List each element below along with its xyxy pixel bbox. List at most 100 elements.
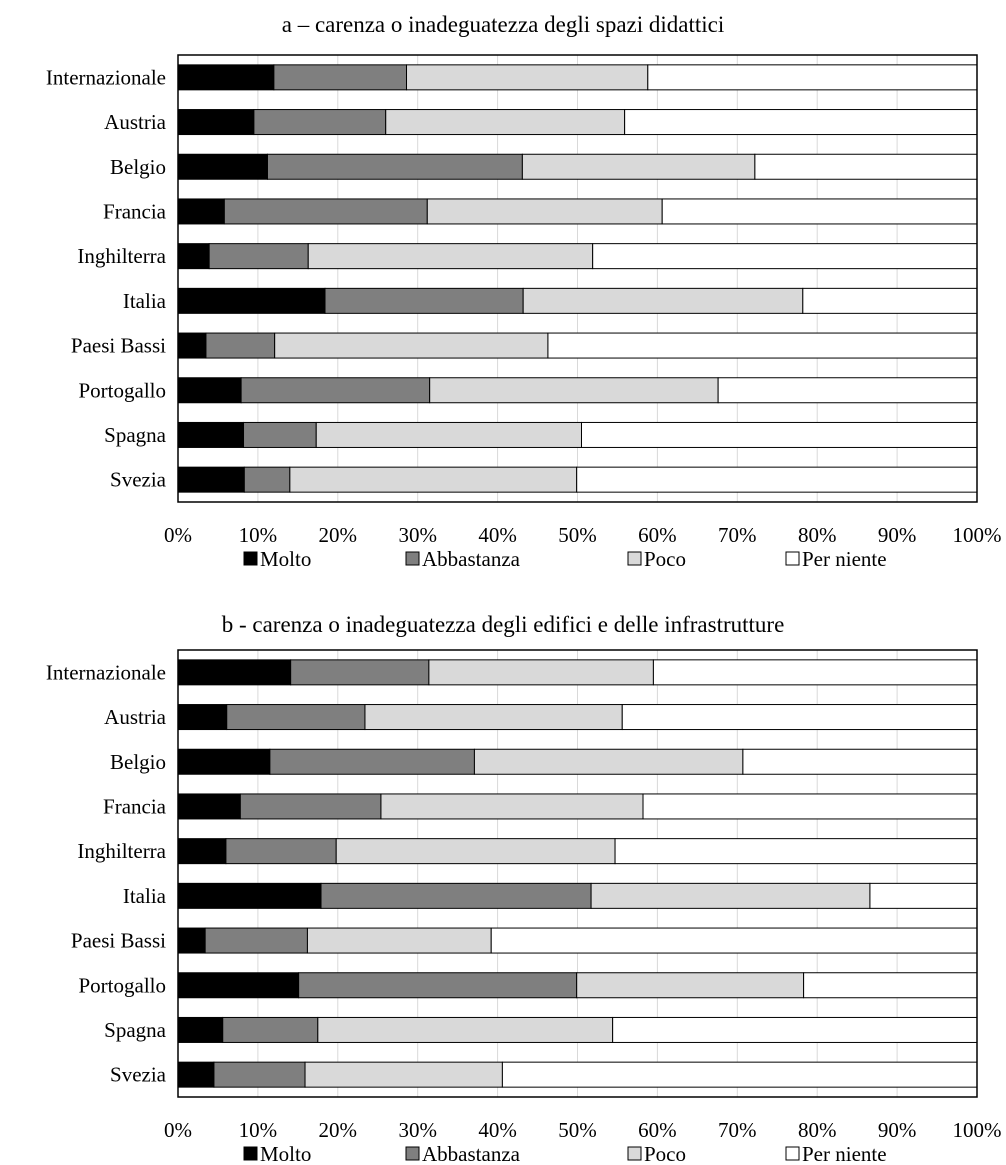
chart-title: a – carenza o inadeguatezza degli spazi … xyxy=(281,12,725,37)
category-label: Portogallo xyxy=(79,973,167,997)
bar-segment-abbastanza xyxy=(290,659,430,686)
bar-segment-per-niente xyxy=(869,882,978,909)
bar-segment-per-niente xyxy=(621,704,978,731)
bar-segment-abbastanza xyxy=(213,1061,306,1088)
x-tick-label: 100% xyxy=(953,1118,1002,1142)
category-label: Inghilterra xyxy=(77,839,166,863)
bar-segment-poco xyxy=(304,1061,503,1088)
plot-border xyxy=(177,649,978,1098)
bar-segment-poco xyxy=(522,287,804,314)
bar-segment-molto xyxy=(177,1061,215,1088)
bar-segment-abbastanza xyxy=(239,793,382,820)
x-tick-label: 80% xyxy=(798,523,837,547)
bar-segment-molto xyxy=(177,659,292,686)
bar-segment-molto xyxy=(177,64,275,91)
bar-segment-molto xyxy=(177,287,326,314)
bar-segment-molto xyxy=(177,332,207,359)
legend-swatch xyxy=(405,1146,420,1161)
bar-segment-poco xyxy=(315,421,582,448)
bar-segment-abbastanza xyxy=(205,332,276,359)
bar-segment-abbastanza xyxy=(320,882,592,909)
bar-segment-per-niente xyxy=(661,198,978,225)
x-tick-label: 80% xyxy=(798,1118,837,1142)
chart-panel-b: b - carenza o inadeguatezza degli edific… xyxy=(0,600,1006,1165)
bar-segment-abbastanza xyxy=(226,704,366,731)
bar-segment-per-niente xyxy=(652,659,978,686)
bar-segment-molto xyxy=(177,927,206,954)
bar-segment-molto xyxy=(177,1016,224,1043)
legend-label: Poco xyxy=(644,1142,686,1165)
bar-segment-abbastanza xyxy=(273,64,408,91)
x-tick-label: 40% xyxy=(478,1118,517,1142)
bar-segment-per-niente xyxy=(742,748,978,775)
legend-swatch xyxy=(785,551,800,566)
bar-segment-per-niente xyxy=(576,466,978,493)
bar-segment-abbastanza xyxy=(223,198,428,225)
category-label: Spagna xyxy=(104,423,167,447)
x-tick-label: 0% xyxy=(164,1118,192,1142)
bar-segment-molto xyxy=(177,748,271,775)
plot-border xyxy=(177,54,978,503)
bar-segment-abbastanza xyxy=(298,972,578,999)
x-tick-label: 70% xyxy=(718,523,757,547)
bar-segment-poco xyxy=(335,838,616,865)
legend-swatch xyxy=(627,551,642,566)
category-label: Inghilterra xyxy=(77,244,166,268)
x-tick-label: 100% xyxy=(953,523,1002,547)
category-label: Austria xyxy=(104,110,167,134)
bar-segment-per-niente xyxy=(501,1061,978,1088)
x-tick-label: 20% xyxy=(319,1118,358,1142)
category-label: Portogallo xyxy=(79,378,167,402)
bar-segment-abbastanza xyxy=(240,377,431,404)
legend-label: Per niente xyxy=(802,547,887,571)
bar-segment-molto xyxy=(177,704,228,731)
legend-label: Molto xyxy=(260,1142,311,1165)
bar-segment-molto xyxy=(177,793,241,820)
bar-segment-poco xyxy=(317,1016,614,1043)
legend-label: Per niente xyxy=(802,1142,887,1165)
bar-segment-poco xyxy=(385,109,626,136)
legend-swatch xyxy=(243,1146,258,1161)
bar-segment-poco xyxy=(289,466,578,493)
bar-segment-molto xyxy=(177,421,245,448)
legend-label: Poco xyxy=(644,547,686,571)
bar-segment-poco xyxy=(380,793,644,820)
category-label: Spagna xyxy=(104,1018,167,1042)
category-label: Italia xyxy=(123,289,167,313)
bar-segment-per-niente xyxy=(754,153,978,180)
bar-segment-per-niente xyxy=(614,838,978,865)
category-label: Francia xyxy=(103,199,167,223)
bar-segment-abbastanza xyxy=(243,466,291,493)
bar-segment-poco xyxy=(307,243,594,270)
legend-swatch xyxy=(627,1146,642,1161)
x-tick-label: 50% xyxy=(558,523,597,547)
category-label: Internazionale xyxy=(46,660,166,684)
x-tick-label: 40% xyxy=(478,523,517,547)
x-tick-label: 30% xyxy=(398,1118,437,1142)
bar-segment-per-niente xyxy=(642,793,978,820)
bar-segment-molto xyxy=(177,972,300,999)
bar-segment-per-niente xyxy=(580,421,978,448)
bar-segment-poco xyxy=(521,153,756,180)
chart-title: b - carenza o inadeguatezza degli edific… xyxy=(221,612,785,637)
legend-label: Abbastanza xyxy=(422,547,521,571)
bar-segment-molto xyxy=(177,466,245,493)
category-label: Belgio xyxy=(110,750,166,774)
x-tick-label: 10% xyxy=(239,1118,278,1142)
legend-label: Abbastanza xyxy=(422,1142,521,1165)
bar-segment-molto xyxy=(177,377,242,404)
x-tick-label: 0% xyxy=(164,523,192,547)
bar-segment-abbastanza xyxy=(243,421,317,448)
category-label: Svezia xyxy=(110,468,167,492)
bar-segment-per-niente xyxy=(803,972,978,999)
bar-segment-molto xyxy=(177,109,255,136)
bar-segment-per-niente xyxy=(547,332,978,359)
bar-segment-per-niente xyxy=(624,109,978,136)
bar-segment-molto xyxy=(177,838,227,865)
bar-segment-abbastanza xyxy=(222,1016,319,1043)
bar-segment-poco xyxy=(428,659,654,686)
bar-segment-poco xyxy=(576,972,805,999)
bar-segment-poco xyxy=(473,748,744,775)
chart-panel-a: a – carenza o inadeguatezza degli spazi … xyxy=(0,0,1006,582)
bar-segment-poco xyxy=(590,882,871,909)
